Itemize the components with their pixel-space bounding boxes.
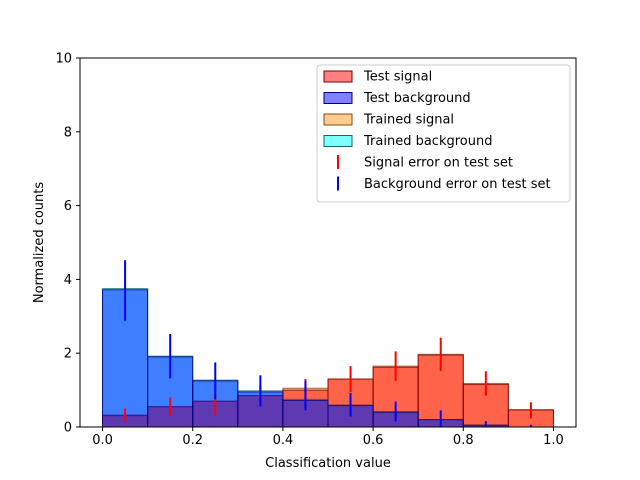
legend-box [316,64,571,203]
x-tick-label: 0.6 [363,433,384,448]
y-tick-label: 10 [55,52,72,67]
error-bars [124,260,532,427]
legend-swatch [323,113,353,126]
y-axis-label: Normalized counts [32,182,47,304]
legend-swatch [323,135,353,147]
legend-label: Test background [363,91,471,106]
y-tick-label: 4 [64,273,72,288]
y-tick-label: 0 [64,421,72,436]
x-axis-label: Classification value [265,456,391,471]
legend: Test signal Test background Trained signal… [316,64,571,203]
x-tick-label: 0.0 [92,433,113,448]
y-axis-ticks: 0 2 4 6 8 10 [55,52,80,436]
y-tick-label: 8 [64,125,72,140]
y-tick-label: 6 [64,199,72,214]
legend-label: Signal error on test set [364,156,513,171]
legend-label: Test signal [363,70,432,85]
x-tick-label: 0.8 [453,433,474,448]
y-tick-label: 2 [64,347,72,362]
legend-swatch [323,70,353,83]
legend-label: Trained background [363,134,492,149]
x-tick-label: 1.0 [543,433,564,448]
x-axis-ticks: 0.0 0.2 0.4 0.6 0.8 1.0 [92,427,564,448]
x-tick-label: 0.2 [182,433,203,448]
legend-label: Trained signal [363,113,454,128]
x-tick-label: 0.4 [273,433,294,448]
plot-frame [79,57,577,428]
legend-label: Background error on test set [364,177,551,192]
legend-swatch [323,92,353,104]
